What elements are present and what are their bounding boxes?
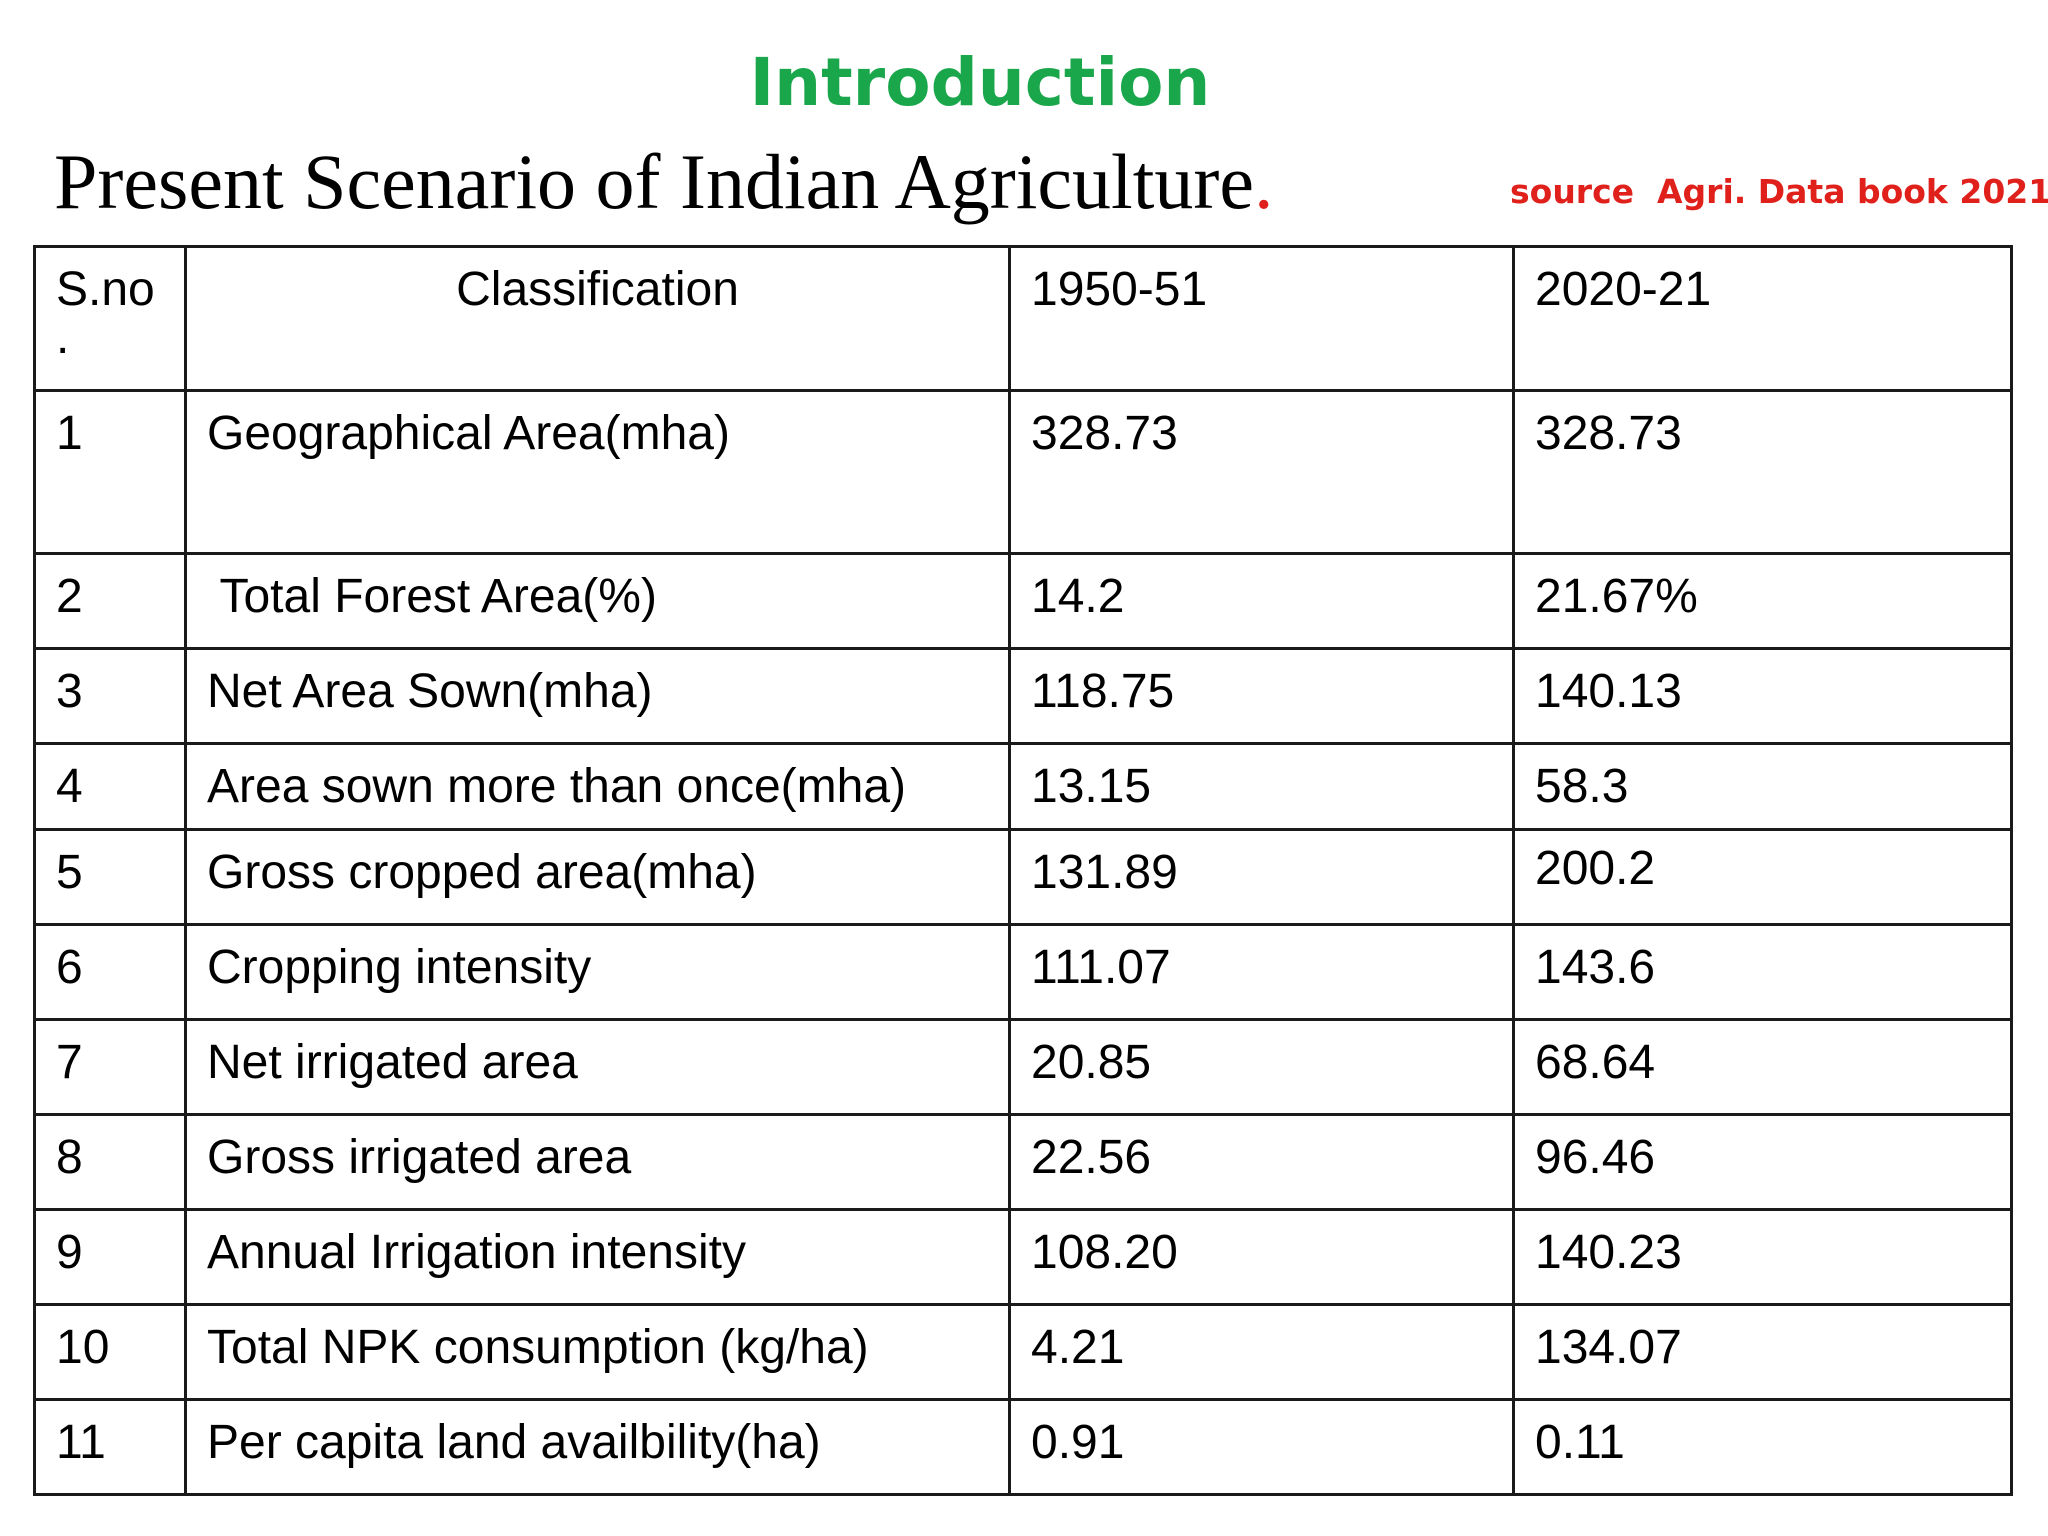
header-sno-line1: S.no [56, 263, 155, 316]
cell-year2: 58.3 [1512, 742, 2013, 831]
cell-sno: 4 [33, 742, 187, 831]
table-row: 3 Net Area Sown(mha) 118.75 140.13 [33, 647, 2013, 745]
cell-classification: Net Area Sown(mha) [184, 647, 1011, 745]
cell-sno: 11 [33, 1398, 187, 1496]
cell-sno: 10 [33, 1303, 187, 1401]
cell-sno: 7 [33, 1018, 187, 1116]
table-row: 4 Area sown more than once(mha) 13.15 58… [33, 742, 2013, 831]
cell-year1: 22.56 [1008, 1113, 1515, 1211]
table-row: 11 Per capita land availbility(ha) 0.91 … [33, 1398, 2013, 1496]
cell-year1: 0.91 [1008, 1398, 1515, 1496]
cell-year2: 140.23 [1512, 1208, 2013, 1306]
cell-classification: Total Forest Area(%) [184, 552, 1011, 650]
table-row: 8 Gross irrigated area 22.56 96.46 [33, 1113, 2013, 1211]
cell-year1: 328.73 [1008, 389, 1515, 555]
cell-classification: Area sown more than once(mha) [184, 742, 1011, 831]
table-row: 10 Total NPK consumption (kg/ha) 4.21 13… [33, 1303, 2013, 1401]
cell-year1: 4.21 [1008, 1303, 1515, 1401]
cell-classification: Gross cropped area(mha) [184, 828, 1011, 926]
header-year1: 1950-51 [1008, 245, 1515, 392]
slide-subtitle: Present Scenario of Indian Agriculture. [54, 132, 1273, 232]
cell-year1: 118.75 [1008, 647, 1515, 745]
cell-year2: 328.73 [1512, 389, 2013, 555]
header-sno: S.no . [33, 245, 187, 392]
cell-year1: 20.85 [1008, 1018, 1515, 1116]
cell-classification: Gross irrigated area [184, 1113, 1011, 1211]
cell-sno: 1 [33, 389, 187, 555]
cell-year1: 14.2 [1008, 552, 1515, 650]
cell-classification: Cropping intensity [184, 923, 1011, 1021]
source-note: source Agri. Data book 2021 [1510, 172, 2048, 211]
cell-sno: 8 [33, 1113, 187, 1211]
cell-sno: 6 [33, 923, 187, 1021]
agriculture-table: S.no . Classification 1950-51 2020-21 1 … [33, 245, 2013, 1496]
cell-year2: 143.6 [1512, 923, 2013, 1021]
cell-year2: 200.2 [1512, 828, 2013, 926]
table-row: 6 Cropping intensity 111.07 143.6 [33, 923, 2013, 1021]
subtitle-text: Present Scenario of Indian Agriculture [54, 138, 1254, 225]
cell-classification: Per capita land availbility(ha) [184, 1398, 1011, 1496]
table-header-row: S.no . Classification 1950-51 2020-21 [33, 245, 2013, 392]
cell-classification: Geographical Area(mha) [184, 389, 1011, 555]
slide-heading: Introduction [749, 44, 1211, 121]
cell-year1: 131.89 [1008, 828, 1515, 926]
cell-classification: Net irrigated area [184, 1018, 1011, 1116]
cell-year2: 96.46 [1512, 1113, 2013, 1211]
cell-sno: 3 [33, 647, 187, 745]
table-row: 9 Annual Irrigation intensity 108.20 140… [33, 1208, 2013, 1306]
cell-year1: 108.20 [1008, 1208, 1515, 1306]
subtitle-dot: . [1253, 138, 1274, 225]
cell-year2: 134.07 [1512, 1303, 2013, 1401]
cell-year2: 68.64 [1512, 1018, 2013, 1116]
cell-year1: 111.07 [1008, 923, 1515, 1021]
cell-sno: 5 [33, 828, 187, 926]
header-classification: Classification [184, 245, 1011, 392]
table-row: 2 Total Forest Area(%) 14.2 21.67% [33, 552, 2013, 650]
table-row: 5 Gross cropped area(mha) 131.89 200.2 [33, 828, 2013, 926]
cell-classification: Annual Irrigation intensity [184, 1208, 1011, 1306]
cell-year2: 140.13 [1512, 647, 2013, 745]
cell-sno: 9 [33, 1208, 187, 1306]
cell-year1: 13.15 [1008, 742, 1515, 831]
cell-classification: Total NPK consumption (kg/ha) [184, 1303, 1011, 1401]
cell-sno: 2 [33, 552, 187, 650]
cell-year2: 0.11 [1512, 1398, 2013, 1496]
table-row: 7 Net irrigated area 20.85 68.64 [33, 1018, 2013, 1116]
header-sno-line2: . [56, 311, 70, 364]
header-year2: 2020-21 [1512, 245, 2013, 392]
cell-year2: 21.67% [1512, 552, 2013, 650]
table-row: 1 Geographical Area(mha) 328.73 328.73 [33, 389, 2013, 555]
